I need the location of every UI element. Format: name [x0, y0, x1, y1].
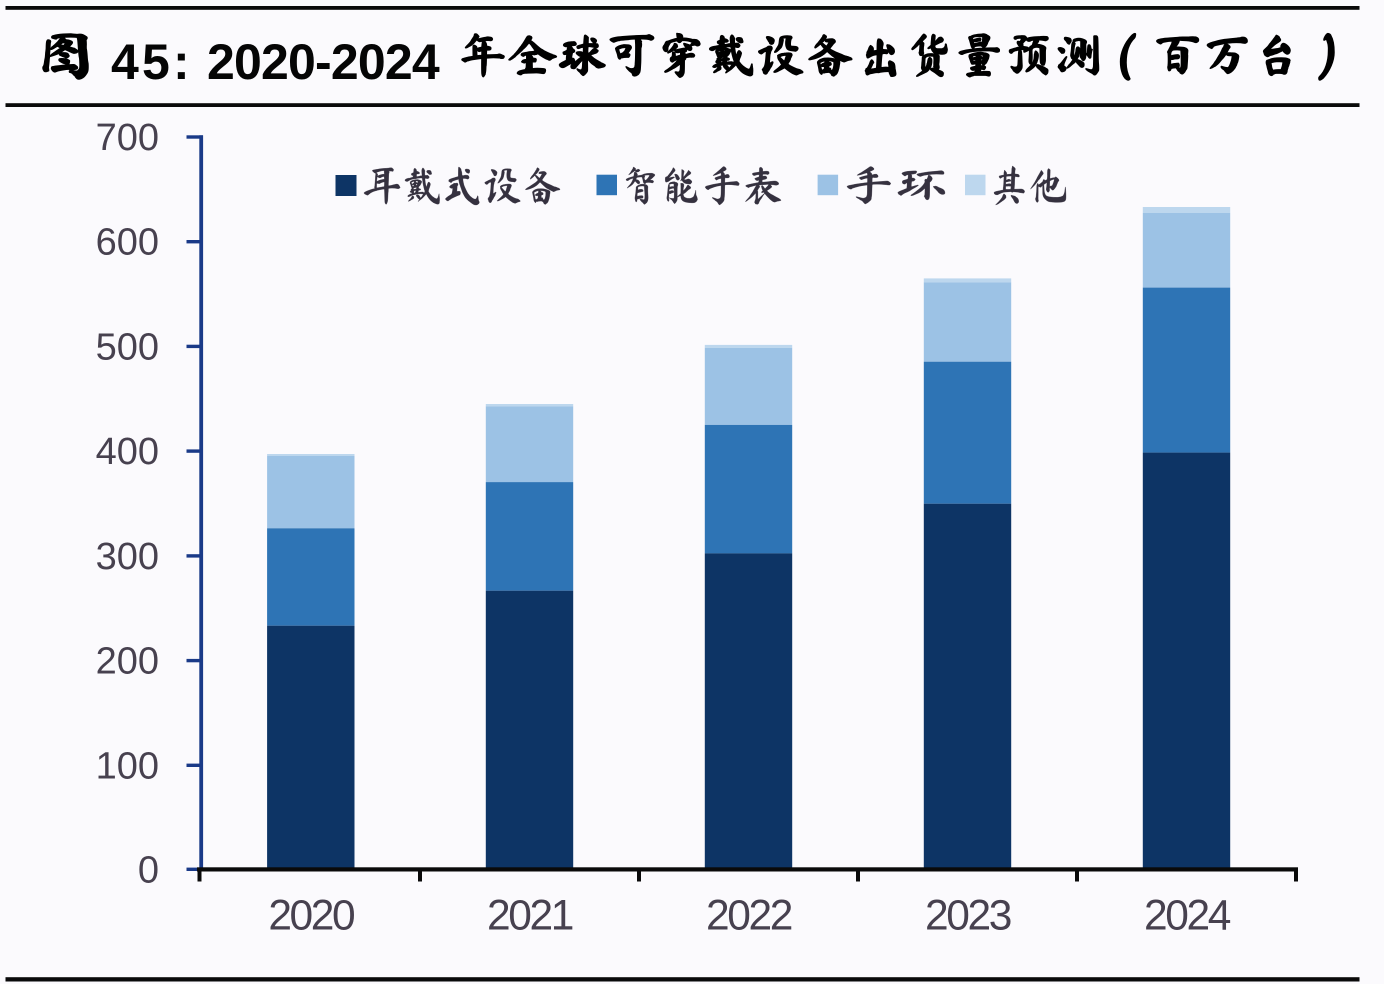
svg-text:100: 100	[96, 745, 159, 787]
svg-text:2020-2024: 2020-2024	[207, 34, 440, 90]
svg-text:2022: 2022	[706, 893, 792, 940]
svg-text:2023: 2023	[925, 893, 1011, 940]
svg-text:700: 700	[96, 117, 159, 159]
svg-text:2024: 2024	[1144, 893, 1231, 940]
svg-text:500: 500	[96, 326, 159, 368]
svg-text:2020: 2020	[268, 893, 354, 940]
svg-text:45:: 45:	[111, 34, 193, 90]
svg-text:2021: 2021	[487, 893, 573, 940]
svg-text:0: 0	[138, 849, 159, 891]
svg-text:300: 300	[96, 536, 159, 578]
svg-text:600: 600	[96, 222, 159, 264]
svg-text:400: 400	[96, 431, 159, 473]
svg-text:200: 200	[96, 641, 159, 683]
